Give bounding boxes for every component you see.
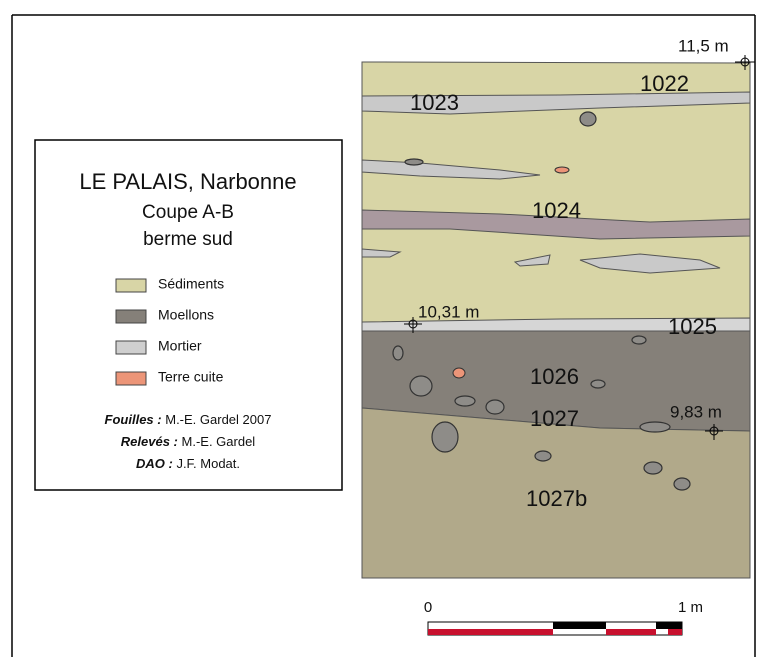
layer-label: 1027 [530,406,579,431]
credit: Fouilles : M.-E. Gardel 2007 [105,412,272,427]
frame [11,14,756,657]
credit: Relevés : M.-E. Gardel [121,434,256,449]
credits: Fouilles : M.-E. Gardel 2007 Relevés : M.… [105,412,272,471]
elevation: 11,5 m [678,36,729,55]
legend-swatch [115,340,147,355]
elevation-markers [404,55,755,440]
scale-label: 0 [424,599,432,616]
layer-label: 1026 [530,364,579,389]
layer-label: 1022 [640,71,689,96]
legend-subtitle: berme sud [143,229,233,250]
credit-name: J.F. Modat. [176,456,240,471]
section [361,61,751,579]
legend-title: LE PALAIS, Narbonne [79,169,296,194]
credit-name: M.-E. Gardel [182,434,256,449]
legend-swatch [115,309,147,324]
scale-bar: 0 1 m [424,599,703,636]
elevation: 10,31 m [418,302,479,321]
legend-box [34,139,343,491]
legend-label: Terre cuite [158,369,224,385]
layer-labels: 1022 1023 1024 1025 1026 1027 1027b [410,71,717,511]
legend-subtitle: Coupe A-B [142,202,234,223]
scale-label: 1 m [678,599,703,616]
elevation: 9,83 m [670,402,722,421]
legend-swatch [115,278,147,293]
layer-label: 1023 [410,90,459,115]
legend-swatch [115,371,147,386]
layer-label: 1024 [532,198,581,223]
credit-role: Relevés : [121,434,178,449]
elevations: 11,5 m 10,31 m 9,83 m [418,36,729,421]
legend-label: Mortier [158,338,202,354]
legend-label: Sédiments [158,276,224,292]
credit-role: DAO : [136,456,173,471]
legend-items: Sédiments Moellons Mortier Terre cuite [115,276,224,386]
legend-label: Moellons [158,307,214,323]
credit-name: M.-E. Gardel 2007 [165,412,271,427]
credit: DAO : J.F. Modat. [136,456,240,471]
layer-label: 1025 [668,314,717,339]
layer-label: 1027b [526,486,587,511]
credit-role: Fouilles : [105,412,162,427]
